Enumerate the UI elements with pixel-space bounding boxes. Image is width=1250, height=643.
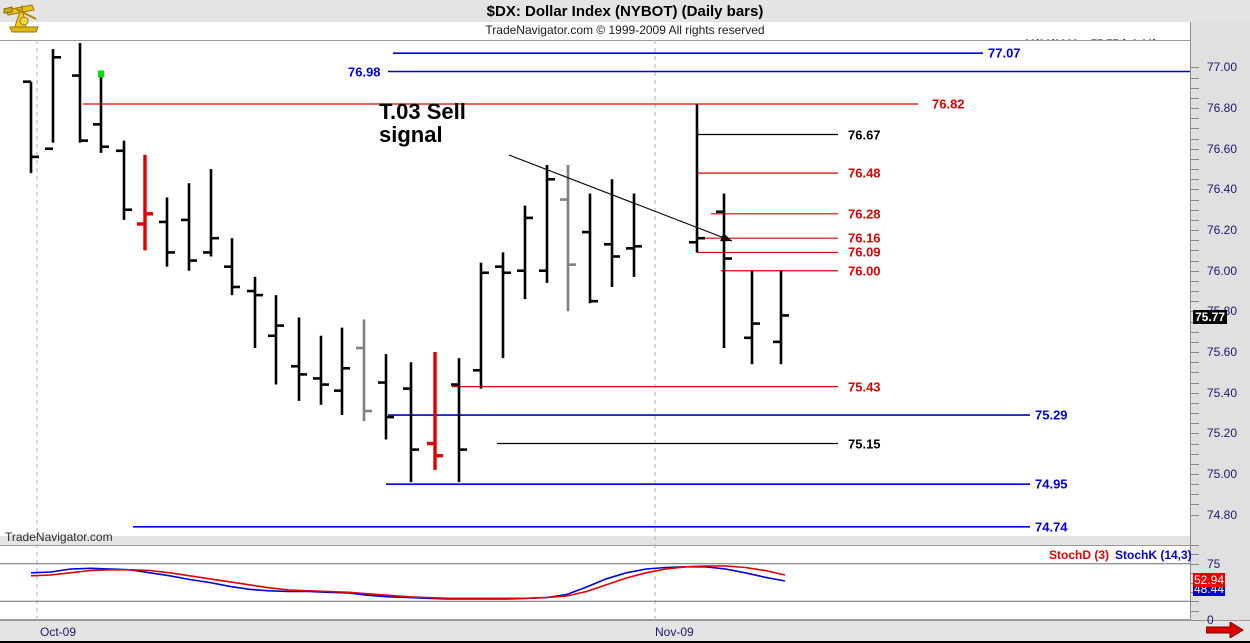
level-label-76-67: 76.67 [848, 127, 881, 143]
annotation-line-1: T.03 Sell [379, 99, 466, 124]
price-axis-label: 75.00 [1207, 467, 1238, 481]
level-label-77-07: 77.07 [988, 45, 1021, 61]
copyright-subtitle: TradeNavigator.com © 1999-2009 All right… [485, 23, 765, 37]
price-axis-tick-mark [1191, 158, 1199, 160]
price-axis-tick-mark [1191, 128, 1199, 130]
price-axis-label: 76.80 [1207, 101, 1238, 116]
annotation-line-2: signal [379, 122, 443, 148]
price-axis-tick-mark [1191, 514, 1199, 516]
price-axis-tick-mark [1191, 413, 1199, 415]
price-axis-tick-mark [1191, 138, 1199, 140]
price-axis-tick-mark [1191, 77, 1199, 79]
price-axis-label: 76.20 [1207, 223, 1238, 238]
last-price-badge: 75.77 [1193, 310, 1228, 325]
price-axis-tick-mark [1191, 453, 1199, 455]
price-axis-tick-mark [1191, 484, 1199, 486]
level-label-74-74: 74.74 [1035, 519, 1068, 535]
price-axis-label: 75.60 [1207, 345, 1238, 360]
price-axis-tick-mark [1191, 250, 1199, 252]
price-axis-tick-mark [1191, 230, 1199, 232]
price-axis-tick-mark [1191, 209, 1199, 211]
price-axis-tick-mark [1191, 118, 1199, 120]
level-label-76-48: 76.48 [848, 165, 881, 181]
level-label-76-16: 76.16 [848, 230, 881, 246]
price-axis-label: 75.20 [1207, 426, 1238, 441]
price-axis-label: 75.40 [1207, 385, 1238, 400]
price-axis-label: 76.00 [1207, 263, 1238, 278]
right-arrow-icon[interactable] [1206, 622, 1244, 638]
indicator-axis-tick-mark [1191, 545, 1199, 546]
price-axis-tick-mark [1191, 280, 1199, 282]
price-axis-tick-mark [1191, 362, 1199, 364]
indicator-axis-tick-mark [1191, 554, 1199, 556]
price-axis-label: 76.60 [1207, 141, 1238, 156]
legend-stoch-d: StochD (3) [1049, 548, 1109, 562]
price-axis-tick-mark [1191, 352, 1199, 354]
indicator-axis-tick-mark [1191, 563, 1199, 565]
header-band [0, 0, 1250, 22]
indicator-axis-label: 75 [1207, 556, 1221, 571]
indicator-axis-tick-mark [1191, 601, 1199, 603]
sextant-logo-icon [2, 1, 46, 35]
level-label-74-95: 74.95 [1035, 476, 1068, 492]
level-label-75-29: 75.29 [1035, 407, 1068, 423]
price-axis-tick-mark [1191, 504, 1199, 506]
price-axis-tick-mark [1191, 392, 1199, 394]
price-axis-label: 74.80 [1207, 507, 1238, 522]
indicator-axis-tick-mark [1191, 620, 1199, 621]
price-chart-pane[interactable] [0, 40, 1190, 536]
price-axis-tick-mark [1191, 148, 1199, 150]
price-axis-label: 77.00 [1207, 60, 1238, 75]
price-axis-tick-mark [1191, 443, 1199, 445]
price-axis-tick-mark [1191, 341, 1199, 343]
price-axis-tick-mark [1191, 67, 1199, 69]
level-label-75-43: 75.43 [848, 379, 881, 395]
price-axis-tick-mark [1191, 270, 1199, 272]
price-axis-tick-mark [1191, 199, 1199, 201]
price-axis-label: 76.40 [1207, 182, 1238, 197]
price-axis-tick-mark [1191, 179, 1199, 181]
legend-stoch-k: StochK (14,3) [1115, 548, 1192, 562]
level-label-76-28: 76.28 [848, 206, 881, 222]
price-axis-tick-mark [1191, 331, 1199, 333]
price-axis-tick-mark [1191, 291, 1199, 293]
sell-signal-annotation: T.03 Sell signal [379, 100, 466, 146]
x-axis-label-nov-09: Nov-09 [655, 625, 694, 639]
level-label-75-15: 75.15 [848, 436, 881, 451]
watermark-label: TradeNavigator.com [5, 530, 113, 544]
price-axis-tick-mark [1191, 97, 1199, 99]
price-axis-tick-mark [1191, 219, 1199, 221]
x-axis-band [0, 620, 1250, 641]
price-axis-tick-mark [1191, 301, 1199, 303]
price-axis-tick-mark [1191, 423, 1199, 425]
level-label-76-82: 76.82 [932, 96, 965, 112]
price-axis-tick-mark [1191, 382, 1199, 384]
price-axis-tick-mark [1191, 108, 1199, 110]
indicator-axis-label: 0 [1207, 613, 1214, 627]
price-axis-tick-mark [1191, 494, 1199, 496]
level-label-76-00: 76.00 [848, 263, 881, 279]
x-axis-label-oct-09: Oct-09 [40, 625, 77, 639]
price-axis-tick-mark [1191, 169, 1199, 171]
price-axis-tick-mark [1191, 463, 1199, 465]
page-title: $DX: Dollar Index (NYBOT) (Daily bars) [486, 3, 764, 20]
price-axis-tick-mark [1191, 189, 1199, 191]
price-axis-tick-mark [1191, 87, 1199, 89]
price-axis-tick-mark [1191, 402, 1199, 404]
level-label-76-09: 76.09 [848, 244, 881, 260]
level-label-76-98: 76.98 [348, 64, 381, 79]
price-axis-tick-mark [1191, 260, 1199, 262]
indicator-pane[interactable] [0, 545, 1190, 620]
pane-separator [0, 536, 1250, 545]
indicator-axis-tick-mark [1191, 610, 1199, 612]
price-axis-tick-mark [1191, 372, 1199, 374]
price-axis-tick-mark [1191, 240, 1199, 242]
stoch-d-value-badge: 52.94 [1193, 573, 1226, 588]
price-axis-tick-mark [1191, 474, 1199, 475]
price-axis-tick-mark [1191, 433, 1199, 435]
